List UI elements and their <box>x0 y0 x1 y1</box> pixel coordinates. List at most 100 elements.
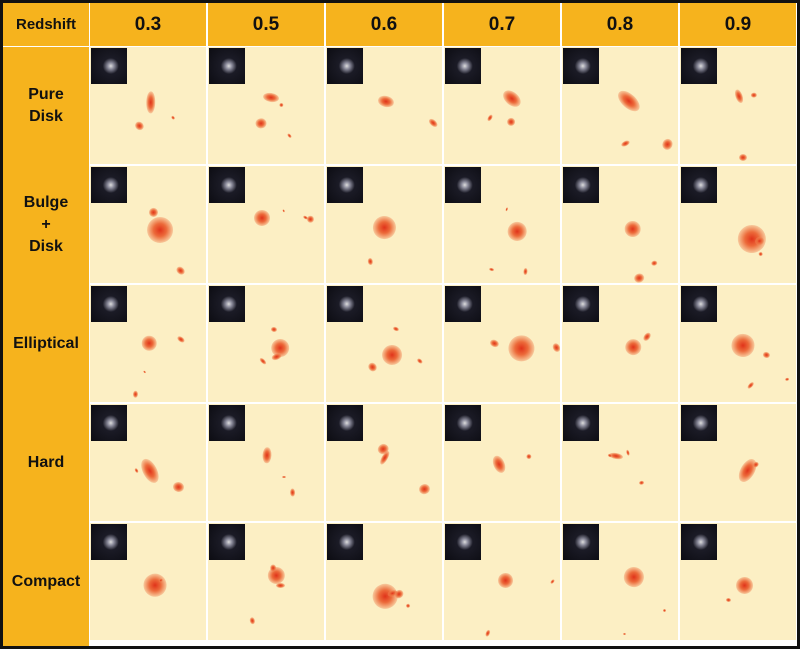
color-thumbnail <box>445 524 481 560</box>
galaxy-image <box>326 523 442 640</box>
galaxy-image <box>680 523 796 640</box>
galaxy-blob <box>762 351 771 359</box>
color-thumbnail <box>681 48 717 84</box>
galaxy-image <box>444 523 560 640</box>
galaxy-blob <box>253 209 271 227</box>
galaxy-blob <box>262 91 280 104</box>
row-header: Pure Disk <box>28 85 64 125</box>
galaxy-blob <box>733 88 745 105</box>
color-thumbnail <box>327 167 363 203</box>
row-header: Hard <box>27 453 65 471</box>
galaxy-image <box>680 285 796 402</box>
color-thumbnail <box>445 286 481 322</box>
galaxy-blob <box>620 138 631 148</box>
galaxy-blob <box>758 251 763 256</box>
color-thumbnail <box>91 48 127 84</box>
color-thumbnail <box>563 524 599 560</box>
color-thumbnail <box>209 48 245 84</box>
color-thumbnail <box>91 524 127 560</box>
galaxy-blob <box>504 219 530 245</box>
galaxy-blob <box>427 117 440 130</box>
color-thumbnail <box>563 405 599 441</box>
galaxy-blob <box>275 582 285 588</box>
row-header-band <box>3 47 89 646</box>
galaxy-blob <box>170 114 176 120</box>
galaxy-blob <box>642 331 653 343</box>
galaxy-image <box>208 47 324 164</box>
color-thumbnail <box>209 167 245 203</box>
corner-label: Redshift <box>3 3 89 46</box>
galaxy-blob <box>750 93 757 99</box>
galaxy-blob <box>550 578 556 585</box>
galaxy-blob <box>376 94 396 109</box>
galaxy-image <box>326 166 442 283</box>
galaxy-blob <box>379 342 406 369</box>
galaxy-blob <box>172 481 185 493</box>
galaxy-image <box>680 47 796 164</box>
color-thumbnail <box>91 286 127 322</box>
galaxy-blob <box>496 570 516 590</box>
galaxy-blob <box>367 257 373 266</box>
galaxy-blob <box>142 336 158 352</box>
column-header: 0.3 <box>90 3 206 46</box>
galaxy-image <box>90 285 206 402</box>
galaxy-blob <box>620 563 647 590</box>
galaxy-blob <box>660 137 675 152</box>
color-thumbnail <box>327 405 363 441</box>
galaxy-blob <box>625 449 631 456</box>
galaxy-blob <box>405 603 412 610</box>
color-thumbnail <box>327 48 363 84</box>
galaxy-image <box>90 404 206 521</box>
galaxy-image <box>90 47 206 164</box>
galaxy-image <box>562 166 678 283</box>
galaxy-blob <box>176 334 187 344</box>
color-thumbnail <box>91 405 127 441</box>
galaxy-blob <box>506 117 515 126</box>
galaxy-blob <box>622 336 645 359</box>
column-header: 0.9 <box>680 3 796 46</box>
galaxy-blob <box>490 453 509 475</box>
color-thumbnail <box>209 524 245 560</box>
column-header: 0.6 <box>326 3 442 46</box>
galaxy-blob <box>729 331 756 359</box>
galaxy-blob <box>290 488 296 497</box>
galaxy-blob <box>255 117 268 130</box>
galaxy-image <box>326 285 442 402</box>
galaxy-image <box>562 285 678 402</box>
galaxy-blob <box>249 616 256 625</box>
galaxy-blob <box>607 453 612 458</box>
galaxy-blob <box>366 360 379 373</box>
galaxy-blob <box>142 370 147 375</box>
column-header: 0.5 <box>208 3 324 46</box>
galaxy-blob <box>662 608 666 612</box>
galaxy-blob <box>286 132 292 139</box>
color-thumbnail <box>681 167 717 203</box>
galaxy-blob <box>622 632 626 635</box>
galaxy-blob <box>262 446 273 464</box>
galaxy-blob <box>650 260 659 267</box>
row-header: Compact <box>11 572 81 590</box>
galaxy-image <box>208 404 324 521</box>
galaxy-image <box>90 523 206 640</box>
color-thumbnail <box>563 286 599 322</box>
column-header: 0.8 <box>562 3 678 46</box>
color-thumbnail <box>327 286 363 322</box>
galaxy-blob <box>484 629 492 638</box>
galaxy-blob <box>505 207 509 212</box>
galaxy-blob <box>278 102 284 108</box>
galaxy-blob <box>132 390 138 399</box>
color-thumbnail <box>209 286 245 322</box>
galaxy-blob <box>416 357 424 365</box>
galaxy-blob <box>487 113 494 122</box>
galaxy-blob <box>392 326 401 333</box>
galaxy-image <box>562 47 678 164</box>
column-header: 0.7 <box>444 3 560 46</box>
galaxy-blob <box>550 342 560 354</box>
galaxy-blob <box>142 213 177 248</box>
galaxy-image <box>444 166 560 283</box>
galaxy-blob <box>369 212 399 242</box>
galaxy-blob <box>738 153 748 162</box>
galaxy-blob <box>522 268 528 276</box>
galaxy-image <box>562 404 678 521</box>
